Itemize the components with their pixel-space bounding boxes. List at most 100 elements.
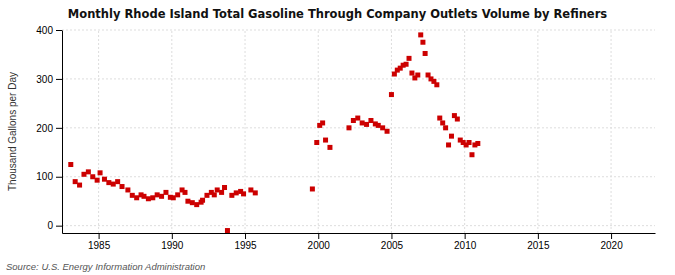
grid-line-y [62, 176, 655, 177]
point [120, 184, 125, 189]
y-tick: 0 [47, 220, 62, 231]
y-axis-title: Thousand Gallons per Day [7, 72, 18, 191]
point [253, 190, 258, 195]
x-tick: 2005 [381, 233, 404, 251]
point [106, 180, 111, 185]
point [194, 202, 199, 207]
point [351, 118, 356, 123]
point [86, 169, 91, 174]
point [125, 187, 130, 192]
point [314, 140, 319, 145]
y-axis-line [62, 31, 63, 234]
x-tick-mark [99, 233, 100, 239]
point [150, 195, 155, 200]
x-axis: 1985 1990 1995 2000 2005 2010 2015 2020 [63, 233, 656, 251]
y-tick-mark [56, 30, 62, 31]
point [219, 190, 224, 195]
y-tick-mark [56, 177, 62, 178]
x-tick-mark [611, 233, 612, 239]
x-tick: 2020 [600, 233, 623, 251]
x-tick: 1990 [161, 233, 184, 251]
point [475, 141, 480, 146]
point [212, 192, 217, 197]
grid-line-x [98, 30, 99, 233]
x-tick-label: 2000 [308, 240, 331, 251]
grid-line-x [464, 30, 465, 233]
point [418, 32, 423, 37]
x-tick-label: 1990 [161, 240, 184, 251]
point [182, 190, 187, 195]
x-tick-mark [465, 233, 466, 239]
point [437, 116, 442, 121]
y-axis: 0 100 200 300 400 [36, 25, 62, 234]
point [469, 152, 474, 157]
point [130, 193, 135, 198]
grid-line-y [62, 127, 655, 128]
point [420, 40, 425, 45]
y-tick-label: 100 [36, 171, 53, 182]
x-tick-mark [318, 233, 319, 239]
point [200, 198, 205, 203]
point [68, 162, 73, 167]
x-tick-label: 2010 [454, 240, 477, 251]
annotation: Source: U.S. Energy Information Administ… [6, 261, 205, 272]
point [111, 182, 116, 187]
point [102, 177, 107, 182]
x-tick-mark [172, 233, 173, 239]
point [222, 185, 227, 190]
point [134, 195, 139, 200]
x-tick-mark [538, 233, 539, 239]
x-axis-line [63, 233, 656, 234]
x-tick-mark [391, 233, 392, 239]
grid-line-x [318, 30, 319, 233]
point [171, 195, 176, 200]
grid [62, 30, 655, 233]
point [248, 187, 253, 192]
point [443, 125, 448, 130]
point [389, 92, 394, 97]
point [364, 122, 369, 127]
point [241, 191, 246, 196]
point [323, 138, 328, 143]
point [404, 62, 409, 67]
point [95, 178, 100, 183]
point [141, 194, 146, 199]
y-tick-label: 400 [36, 25, 53, 36]
grid-line-y [62, 78, 655, 79]
point [446, 142, 451, 147]
points [68, 32, 480, 233]
point [175, 192, 180, 197]
x-tick: 2000 [308, 233, 331, 251]
x-tick-label: 1995 [234, 240, 257, 251]
x-tick-label: 2005 [381, 240, 404, 251]
point [380, 125, 385, 130]
y-tick: 100 [36, 171, 62, 182]
point [73, 179, 78, 184]
point [423, 51, 428, 56]
x-tick-label: 1985 [88, 240, 111, 251]
x-tick-mark [245, 233, 246, 239]
y-tick: 200 [36, 123, 62, 134]
point [346, 125, 351, 130]
point [98, 170, 103, 175]
y-tick-mark [56, 128, 62, 129]
point [115, 179, 120, 184]
x-tick: 2015 [527, 233, 550, 251]
grid-line-x [245, 30, 246, 233]
point [163, 190, 168, 195]
x-tick: 1985 [88, 233, 111, 251]
point [407, 56, 412, 61]
x-tick: 2010 [454, 233, 477, 251]
point [409, 71, 414, 76]
point [215, 187, 220, 192]
point [385, 129, 390, 134]
y-tick: 400 [36, 25, 62, 36]
point [327, 145, 332, 150]
grid-line-x [391, 30, 392, 233]
point [159, 194, 164, 199]
point [81, 172, 86, 177]
y-tick-label: 300 [36, 74, 53, 85]
point [355, 116, 360, 121]
point [155, 192, 160, 197]
grid-line-x [611, 30, 612, 233]
